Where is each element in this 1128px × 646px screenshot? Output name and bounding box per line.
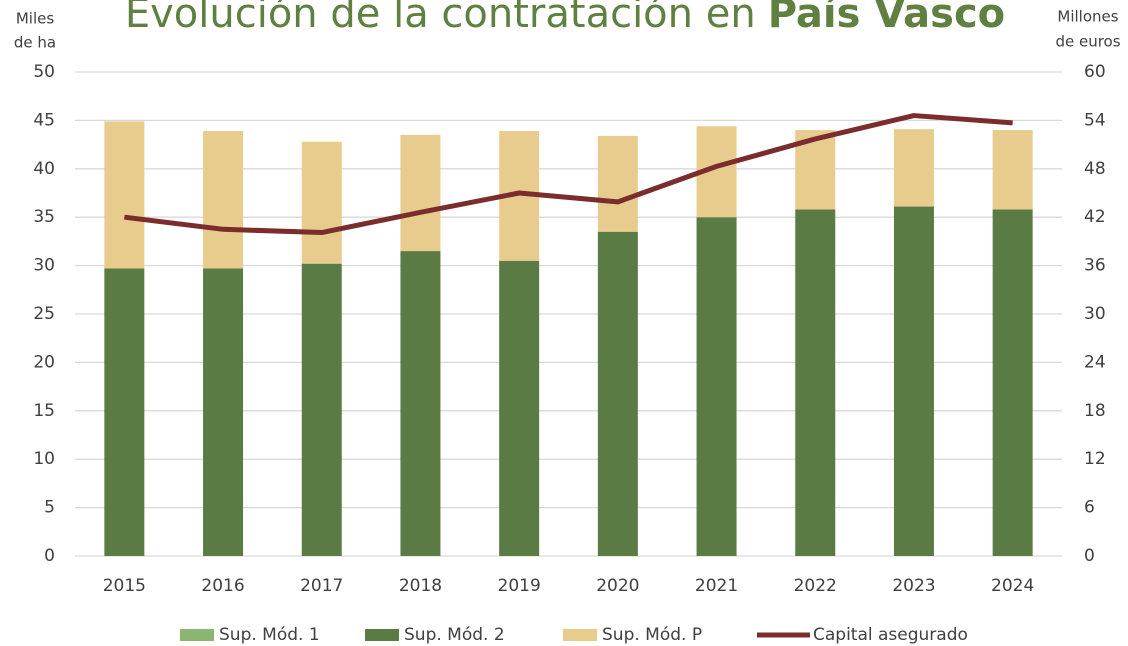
- legend-swatch: [180, 629, 214, 641]
- y2-tick-label: 6: [1084, 498, 1095, 518]
- legend-label: Sup. Mód. 2: [404, 625, 505, 645]
- legend-swatch: [365, 629, 399, 641]
- bar: [696, 217, 737, 556]
- x-tick-label: 2018: [399, 576, 442, 596]
- title-bold-part: País Vasco: [768, 0, 1005, 37]
- bar: [893, 129, 934, 207]
- y-tick-label: 25: [33, 304, 55, 324]
- y2-axis-label: Millones: [1057, 8, 1118, 26]
- y-axis-label: Miles: [16, 10, 55, 28]
- x-tick-label: 2016: [201, 576, 244, 596]
- bar: [893, 206, 934, 556]
- y2-tick-label: 24: [1084, 352, 1106, 372]
- legend-swatch: [563, 629, 597, 641]
- title-part: Evolución de la contratación en: [125, 0, 756, 37]
- bar: [301, 263, 342, 556]
- bar: [992, 209, 1033, 556]
- y-tick-label: 15: [33, 401, 55, 421]
- x-tick-label: 2024: [991, 576, 1034, 596]
- bar: [104, 268, 145, 556]
- y-tick-label: 10: [33, 449, 55, 469]
- y2-tick-label: 12: [1084, 449, 1106, 469]
- line: [124, 113, 1013, 236]
- y2-tick-label: 0: [1084, 546, 1095, 566]
- y2-axis-label: de euros: [1055, 33, 1120, 51]
- y-tick-label: 30: [33, 256, 55, 276]
- y-tick-label: 0: [44, 546, 55, 566]
- bar: [400, 251, 441, 556]
- x-tick-label: 2021: [695, 576, 738, 596]
- y-axis-label: de ha: [14, 34, 56, 52]
- y-tick-label: 35: [33, 207, 55, 227]
- y2-tick-label: 30: [1084, 304, 1106, 324]
- bar: [203, 131, 244, 269]
- bar: [104, 121, 145, 269]
- chart-title: Evolución de la contratación en País Vasc…: [125, 0, 1005, 37]
- y2-tick-label: 36: [1084, 256, 1106, 276]
- bar: [992, 130, 1033, 210]
- bar: [400, 134, 441, 252]
- y-tick-label: 20: [33, 352, 55, 372]
- x-tick-label: 2015: [103, 576, 146, 596]
- y2-tick-label: 18: [1084, 401, 1106, 421]
- bar: [203, 268, 244, 556]
- y2-tick-label: 48: [1084, 159, 1106, 179]
- x-tick-label: 2019: [498, 576, 541, 596]
- bar: [301, 141, 342, 264]
- y-tick-label: 5: [44, 498, 55, 518]
- bar: [597, 231, 638, 556]
- y-tick-label: 40: [33, 159, 55, 179]
- x-tick-label: 2017: [300, 576, 343, 596]
- x-tick-label: 2023: [892, 576, 935, 596]
- y-tick-label: 45: [33, 110, 55, 130]
- legend-label: Sup. Mód. P: [602, 625, 702, 645]
- y2-tick-label: 60: [1084, 62, 1106, 82]
- x-tick-label: 2022: [794, 576, 837, 596]
- y2-tick-label: 42: [1084, 207, 1106, 227]
- legend-label: Capital asegurado: [813, 625, 968, 645]
- bar: [795, 209, 836, 556]
- legend-label: Sup. Mód. 1: [219, 625, 320, 645]
- bar: [499, 260, 540, 556]
- x-tick-label: 2020: [596, 576, 639, 596]
- y2-tick-label: 54: [1084, 110, 1106, 130]
- y-tick-label: 50: [33, 62, 55, 82]
- bar: [597, 135, 638, 232]
